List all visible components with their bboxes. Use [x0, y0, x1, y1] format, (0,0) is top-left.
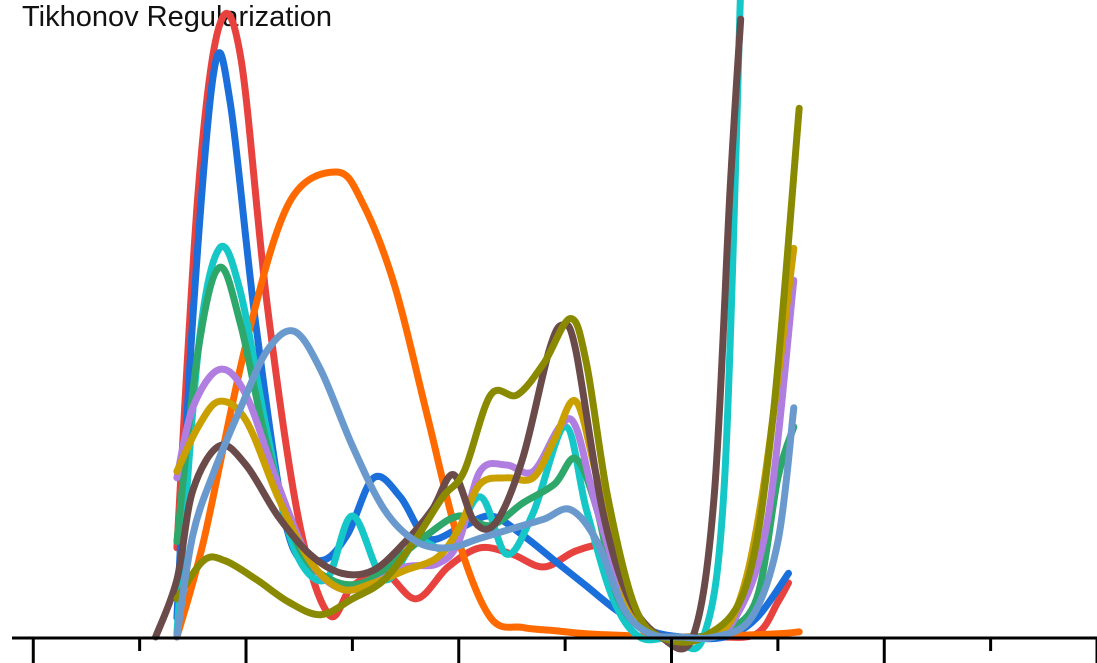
series-line-9: [173, 104, 803, 646]
series-line-1: [173, 9, 792, 642]
series-layer: [152, 0, 803, 653]
chart-title: Tikhonov Regularization: [22, 1, 333, 33]
x-axis: [12, 636, 1097, 663]
series-line-8: [152, 15, 745, 653]
